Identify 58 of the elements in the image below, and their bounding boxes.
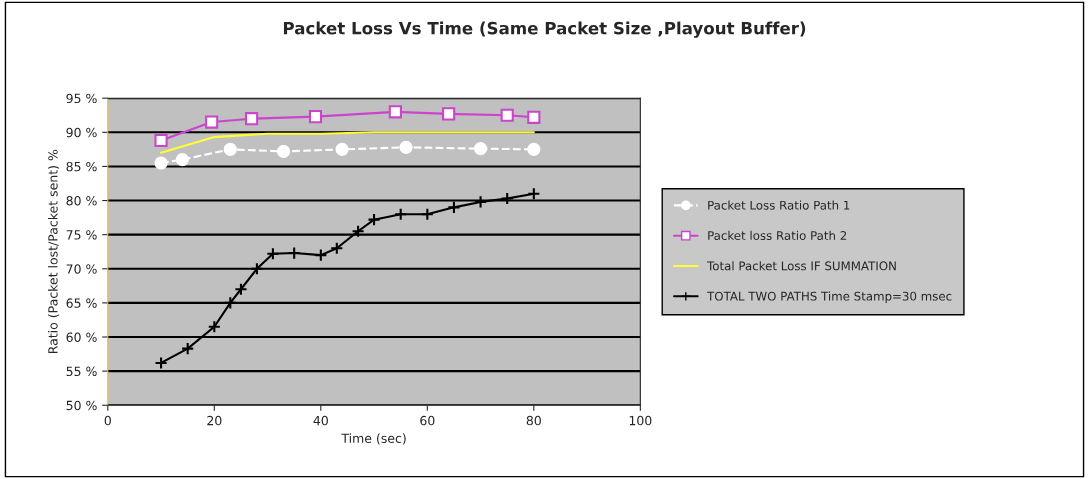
- point: [500, 108, 514, 122]
- y-tick-label: 95 %: [66, 93, 97, 104]
- point: [154, 133, 168, 148]
- point: [245, 112, 259, 126]
- point: [399, 140, 413, 154]
- y-axis-title: Ratio (Packet lost/Packet sent) %: [47, 149, 60, 354]
- point: [330, 241, 344, 255]
- chart-title: Packet Loss Vs Time (Same Packet Size ,Playout Buffer): [283, 21, 806, 38]
- point: [181, 342, 195, 356]
- line-series: [160, 131, 535, 154]
- y-tick-label: 50 %: [66, 400, 97, 411]
- point: [447, 200, 461, 214]
- y-tick-label: 70 %: [66, 264, 97, 274]
- legend-label: Packet Loss Ratio Path 1: [708, 200, 850, 210]
- point: [154, 356, 168, 370]
- point: [276, 144, 291, 159]
- point: [175, 153, 189, 167]
- point: [473, 195, 488, 209]
- legend-label: TOTAL TWO PATHS Time Stamp=30 msec: [707, 291, 952, 303]
- point: [223, 142, 237, 156]
- legend-label: Packet loss Ratio Path 2: [708, 230, 847, 240]
- point: [308, 110, 323, 124]
- point: [223, 296, 237, 310]
- point: [473, 142, 488, 156]
- x-tick-label: 0: [104, 415, 111, 426]
- point: [207, 320, 221, 334]
- point: [527, 142, 541, 156]
- point: [234, 282, 248, 296]
- x-tick-label: 40: [313, 415, 328, 426]
- y-tick-label: 60 %: [66, 332, 97, 342]
- point: [388, 105, 402, 119]
- x-axis-title: Time (sec): [341, 433, 406, 445]
- x-tick-label: 20: [207, 415, 222, 426]
- point: [266, 247, 280, 261]
- y-tick-label: 85 %: [66, 161, 97, 172]
- point: [154, 156, 168, 170]
- x-tick-label: 60: [420, 415, 435, 426]
- y-tick-label: 90 %: [66, 127, 97, 138]
- point: [527, 187, 541, 201]
- point: [351, 224, 365, 238]
- point: [250, 262, 264, 276]
- point: [367, 213, 381, 227]
- y-tick-label: 55 %: [66, 366, 97, 377]
- point: [420, 207, 434, 221]
- y-tick-label: 80 %: [66, 196, 97, 206]
- y-tick-label: 65 %: [66, 298, 97, 308]
- point: [394, 207, 408, 221]
- y-tick-label: 75 %: [66, 230, 97, 240]
- point: [287, 246, 301, 260]
- point: [527, 110, 541, 124]
- point: [205, 115, 219, 129]
- point: [442, 107, 456, 121]
- point: [500, 191, 514, 206]
- x-tick-label: 80: [526, 415, 541, 426]
- point: [335, 142, 349, 156]
- point: [314, 248, 328, 262]
- x-tick-label: 100: [629, 415, 652, 426]
- legend-label: Total Packet Loss IF SUMMATION: [707, 261, 896, 271]
